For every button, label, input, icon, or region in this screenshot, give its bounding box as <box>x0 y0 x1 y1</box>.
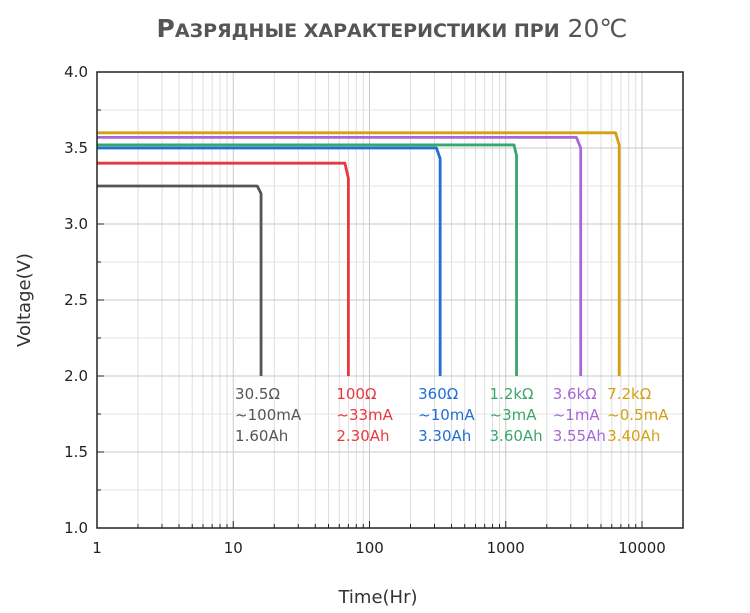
y-tick-label: 3.0 <box>64 215 88 233</box>
y-tick-label: 1.0 <box>64 519 88 537</box>
series-annotation: 100Ω <box>336 385 376 403</box>
x-tick-label: 100 <box>355 539 384 557</box>
x-tick-label: 10000 <box>618 539 666 557</box>
series-annotation: 3.55Ah <box>553 427 606 445</box>
series-line <box>97 131 621 376</box>
series-line <box>97 146 442 376</box>
series-annotation: 1.60Ah <box>235 427 288 445</box>
series-annotation: 7.2kΩ <box>607 385 651 403</box>
series-line <box>97 135 583 376</box>
series-annotation: 2.30Ah <box>336 427 389 445</box>
series-line <box>97 184 263 376</box>
annotations: 30.5Ω ~100mA 1.60Ah 100Ω ~33mA 2.30Ah 360Ω ~10m… <box>235 385 669 445</box>
series-annotation: 3.30Ah <box>418 427 471 445</box>
axis-ticks: 1 10 100 1000 10000 1.0 1.5 2.0 2.5 3.0 3.5 4.0 <box>64 63 684 557</box>
series-annotation: ~10mA <box>418 406 475 424</box>
series-annotation: ~3mA <box>490 406 538 424</box>
series-annotation: ~1mA <box>553 406 601 424</box>
series-annotation: 3.60Ah <box>490 427 543 445</box>
series-line <box>97 161 350 376</box>
y-tick-label: 2.0 <box>64 367 88 385</box>
series-lines <box>97 131 621 376</box>
series-line <box>97 143 518 376</box>
x-axis-label: Time(Hr) <box>337 587 417 608</box>
y-axis-label: Voltage(V) <box>14 253 35 347</box>
grid <box>96 71 684 529</box>
y-tick-label: 4.0 <box>64 63 88 81</box>
series-annotation: 30.5Ω <box>235 385 280 403</box>
series-annotation: 360Ω <box>418 385 458 403</box>
series-annotation: ~0.5mA <box>607 406 669 424</box>
y-tick-label: 3.5 <box>64 139 88 157</box>
y-tick-label: 2.5 <box>64 291 88 309</box>
series-annotation: 3.6kΩ <box>553 385 597 403</box>
x-tick-label: 10 <box>224 539 243 557</box>
series-annotation: ~100mA <box>235 406 302 424</box>
series-annotation: 3.40Ah <box>607 427 660 445</box>
x-tick-label: 1000 <box>487 539 525 557</box>
y-tick-label: 1.5 <box>64 443 88 461</box>
x-tick-label: 1 <box>92 539 102 557</box>
series-annotation: 1.2kΩ <box>490 385 534 403</box>
chart-title: РАЗРЯДНЫЕ ХАРАКТЕРИСТИКИ ПРИ 20℃ <box>157 14 628 43</box>
series-annotation: ~33mA <box>336 406 393 424</box>
plot-frame <box>96 71 684 529</box>
